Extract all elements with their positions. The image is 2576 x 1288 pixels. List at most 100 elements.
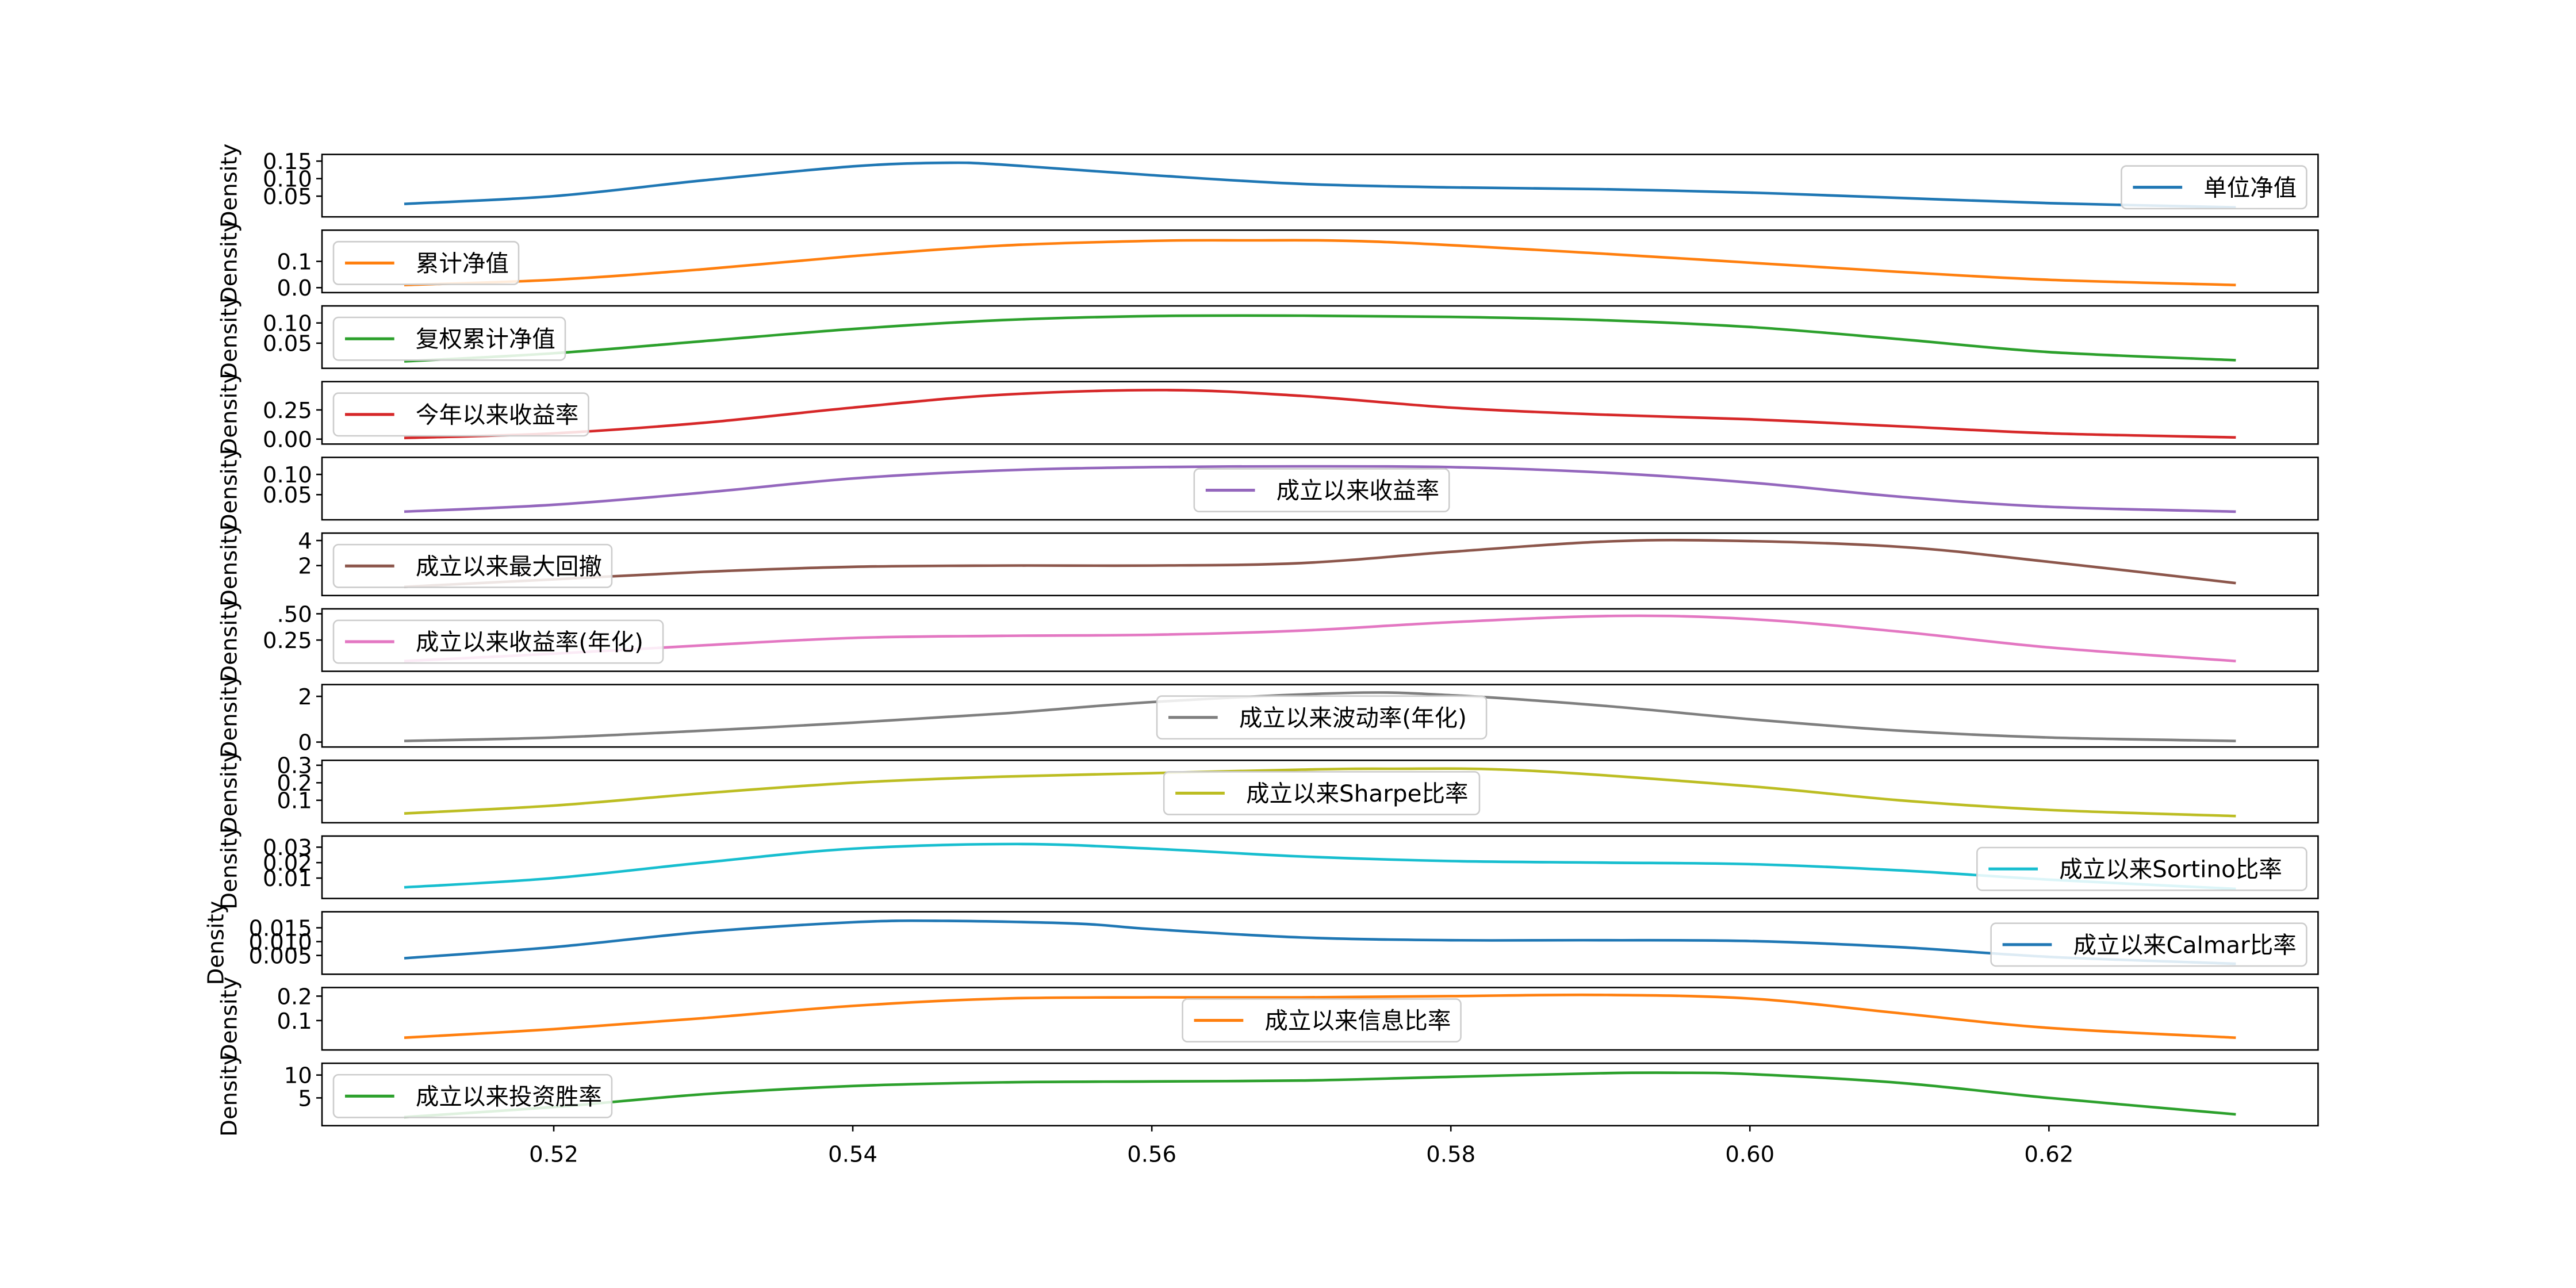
legend-label: 成立以来Calmar比率: [2073, 931, 2296, 959]
y-tick-label: 0.03: [263, 835, 312, 861]
legend-box: [1163, 771, 1481, 815]
y-tick-label: 0.2: [277, 770, 312, 796]
legend-label: 成立以来Sharpe比率: [1246, 780, 1468, 807]
y-tick-label: 0.0: [277, 275, 312, 301]
legend: 单位净值: [2121, 165, 2307, 210]
y-tick-label: 0.00: [263, 427, 312, 453]
legend: 复权累计净值: [332, 316, 566, 361]
y-tick-label: 2: [298, 684, 312, 710]
legend: 成立以来Sharpe比率: [1163, 771, 1481, 815]
density-panel: 0 2 Density 成立以来波动率(年化): [216, 674, 2319, 758]
density-panel: 0.050.10 Density 复权累计净值: [216, 295, 2319, 379]
y-axis-label: Density: [216, 598, 242, 683]
legend: 成立以来收益率(年化): [332, 619, 664, 664]
legend-box: [332, 619, 664, 664]
y-tick-label: 0.010: [248, 929, 312, 955]
legend: 今年以来收益率: [332, 392, 589, 437]
y-axis-label: Density: [216, 749, 242, 834]
legend-box: [2121, 165, 2307, 210]
y-tick-label: 0.25: [263, 628, 312, 654]
legend: 成立以来最大回撤: [332, 543, 613, 588]
legend-label: 成立以来收益率(年化): [416, 628, 643, 656]
density-panel: 0.25.50 Density 成立以来收益率(年化): [216, 598, 2319, 683]
y-tick-label: 0.05: [263, 331, 312, 357]
density-panel: 0.050.100.15 Density 单位净值: [216, 144, 2319, 228]
density-panel: 0.050.10 Density 成立以来收益率: [216, 446, 2319, 531]
legend: 累计净值: [332, 240, 520, 285]
legend-box: [1156, 695, 1488, 740]
legend-label: 成立以来Sortino比率: [2059, 856, 2282, 883]
y-axis-label: Density: [216, 825, 242, 910]
legend-label: 成立以来收益率: [1276, 477, 1440, 504]
series-line: [404, 691, 2236, 742]
density-panel: 24 Density 成立以来最大回撤: [216, 522, 2319, 607]
x-tick-label: 0.62: [2024, 1142, 2073, 1168]
series-line: [404, 538, 2236, 588]
y-tick-label: 0.2: [277, 984, 312, 1010]
series-line: [404, 993, 2236, 1039]
density-panel: 0.00.1 Density 累计净值: [216, 219, 2319, 304]
y-tick-label: 0: [298, 730, 312, 756]
y-axis-label: Density: [216, 522, 242, 607]
x-tick-label: 0.60: [1725, 1142, 1774, 1168]
y-tick-label: 0.015: [248, 915, 312, 941]
panel-frame: [321, 760, 2319, 824]
y-tick-label: 10: [284, 1063, 312, 1089]
legend-label: 今年以来收益率: [416, 401, 579, 428]
series-line: [404, 842, 2236, 891]
y-axis-label: Density: [216, 674, 242, 758]
y-tick-label: 0.10: [263, 462, 312, 488]
legend-box: [1182, 998, 1462, 1043]
y-axis-label: Density: [216, 1052, 242, 1137]
y-axis-label: Density: [216, 976, 242, 1061]
y-axis-label: Density: [216, 219, 242, 304]
panel-frame: [321, 154, 2319, 218]
legend-box: [332, 1074, 613, 1118]
density-panel: 0.010.020.03 Density 成立以来Sortino比率: [216, 825, 2319, 910]
y-axis-label: Density: [216, 144, 242, 228]
panel-frame: [321, 911, 2319, 975]
y-tick-label: 0.02: [263, 850, 312, 876]
y-tick-label: 0.15: [263, 149, 312, 175]
y-tick-label: 0.1: [277, 249, 312, 275]
y-axis-label: Density: [216, 371, 242, 455]
legend: 成立以来收益率: [1193, 468, 1450, 513]
legend-label: 复权累计净值: [416, 325, 555, 353]
y-tick-label: 0.3: [277, 753, 312, 779]
panel-frame: [321, 1062, 2319, 1126]
y-tick-label: 0.005: [248, 944, 312, 969]
legend: 成立以来Sortino比率: [1976, 846, 2307, 891]
legend-label: 累计净值: [416, 250, 509, 277]
density-panel: 510 Density 成立以来投资胜率: [216, 1052, 2319, 1137]
x-tick-label: 0.58: [1426, 1142, 1475, 1168]
legend: 成立以来信息比率: [1182, 998, 1462, 1043]
legend-box: [332, 316, 566, 361]
panel-frame: [321, 684, 2319, 748]
legend: 成立以来投资胜率: [332, 1074, 613, 1118]
y-tick-label: 2: [298, 553, 312, 579]
panel-frame: [321, 381, 2319, 445]
x-tick-label: 0.52: [529, 1142, 578, 1168]
legend-box: [1976, 846, 2307, 891]
series-line: [404, 389, 2236, 439]
y-tick-label: 0.10: [263, 311, 312, 337]
legend: 成立以来Calmar比率: [1990, 922, 2307, 967]
x-axis: 0.52 0.54 0.56 0.58 0.60 0.62: [529, 1125, 2073, 1168]
series-line: [404, 465, 2236, 513]
panel-frame: [321, 835, 2319, 899]
y-axis-label: Density: [204, 901, 229, 986]
legend-label: 成立以来投资胜率: [416, 1083, 602, 1110]
legend-box: [332, 392, 589, 437]
panel-frame: [321, 305, 2319, 369]
legend-label: 成立以来最大回撤: [416, 553, 602, 580]
series-line: [404, 767, 2236, 818]
y-tick-label: 0.1: [277, 788, 312, 814]
legend: 成立以来波动率(年化): [1156, 695, 1488, 740]
density-panel: 0.00 0.25 Density 今年以来收益率: [216, 371, 2319, 455]
y-axis-label: Density: [216, 446, 242, 531]
y-tick-label: 0.01: [263, 866, 312, 892]
y-tick-label: 0.10: [263, 167, 312, 193]
